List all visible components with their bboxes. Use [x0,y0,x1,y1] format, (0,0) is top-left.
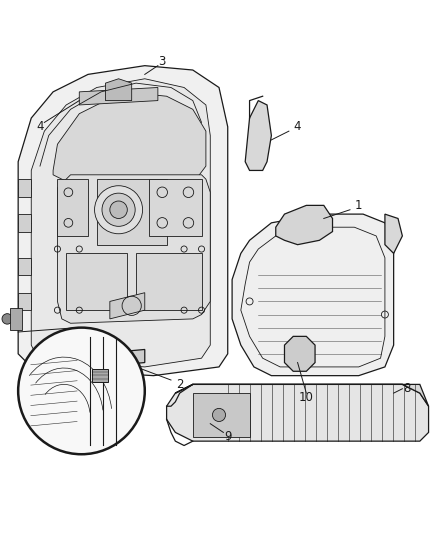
Text: 3: 3 [159,55,166,68]
Text: 7: 7 [95,406,102,419]
Polygon shape [53,92,206,188]
Polygon shape [79,87,158,105]
Polygon shape [18,293,31,310]
Text: 9: 9 [224,430,231,443]
Polygon shape [106,79,132,101]
Polygon shape [232,214,394,376]
Circle shape [212,408,226,422]
Text: 4: 4 [36,120,44,133]
Polygon shape [110,293,145,319]
Polygon shape [166,384,428,441]
Circle shape [2,313,12,324]
Polygon shape [57,179,88,236]
Text: 10: 10 [299,391,314,404]
Polygon shape [149,179,201,236]
Text: 8: 8 [403,382,410,395]
Circle shape [95,185,143,234]
Polygon shape [193,393,250,437]
Polygon shape [18,258,31,275]
Polygon shape [11,308,21,330]
Polygon shape [385,214,403,253]
Polygon shape [285,336,315,372]
Polygon shape [97,179,166,245]
Polygon shape [245,101,272,171]
Text: 6: 6 [108,345,116,358]
Polygon shape [92,369,108,382]
Polygon shape [18,179,31,197]
Circle shape [111,383,118,390]
Circle shape [18,328,145,454]
Circle shape [110,201,127,219]
Polygon shape [18,214,31,231]
Text: 2: 2 [176,378,184,391]
Polygon shape [66,253,127,310]
Polygon shape [97,350,145,367]
Text: 1: 1 [355,199,363,212]
Circle shape [102,193,135,227]
Polygon shape [276,205,332,245]
Polygon shape [18,66,228,376]
Polygon shape [57,175,210,323]
Polygon shape [136,253,201,310]
Polygon shape [31,79,210,367]
Text: 4: 4 [294,120,301,133]
Polygon shape [175,384,428,406]
